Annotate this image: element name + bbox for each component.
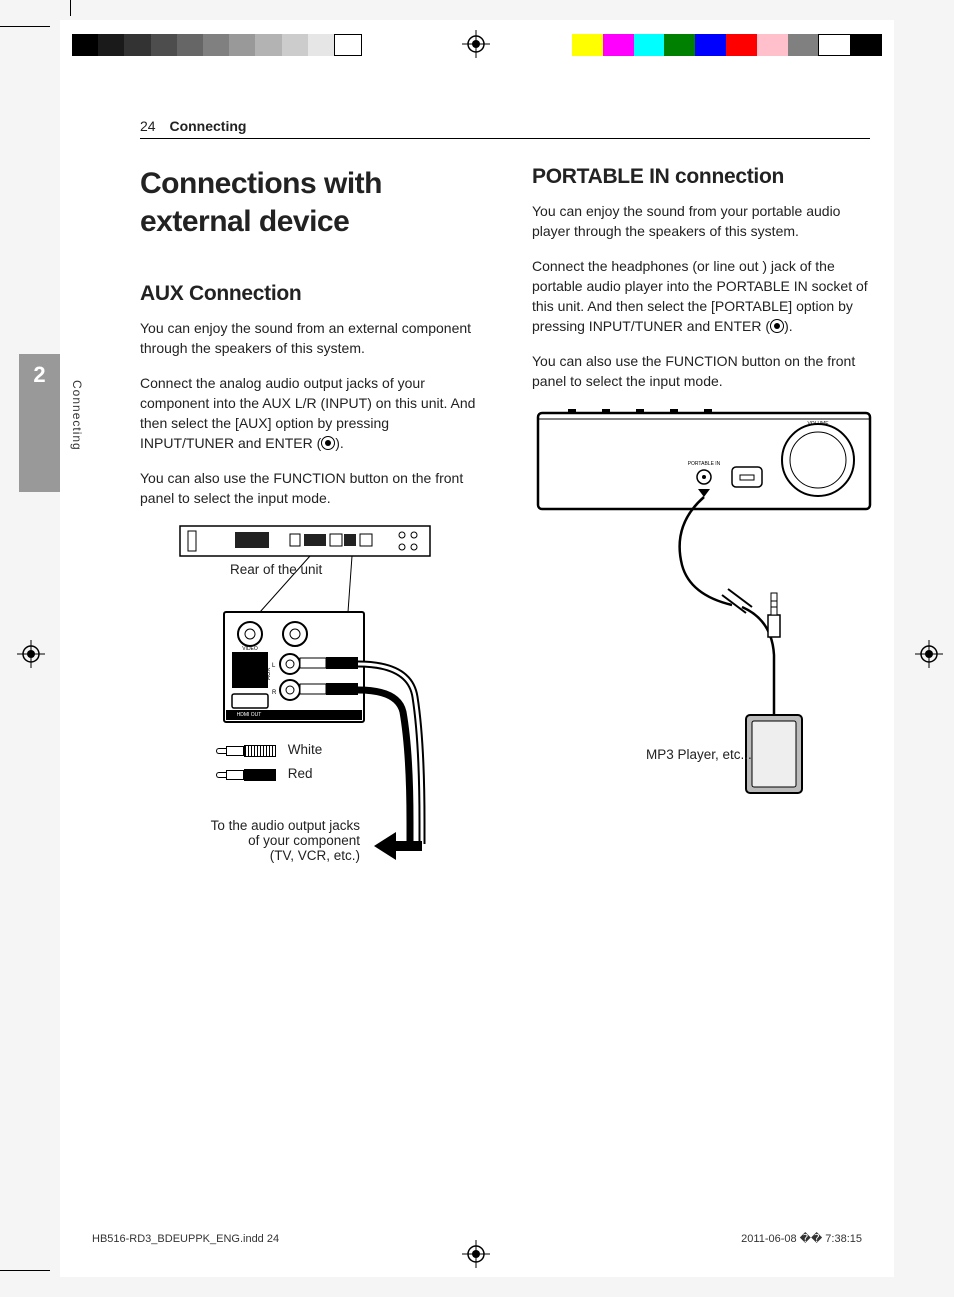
svg-text:AUX: AUX xyxy=(266,668,272,680)
portable-para-1: You can enjoy the sound from your portab… xyxy=(532,201,878,242)
aux-para-2: Connect the analog audio output jacks of… xyxy=(140,373,486,454)
portable-diagram: VOLUME PORTABLE IN xyxy=(532,405,878,805)
crop-mark xyxy=(0,1270,50,1271)
running-header: 24 Connecting xyxy=(140,118,870,139)
mp3-label: MP3 Player, etc... xyxy=(646,747,752,762)
svg-text:HDMI OUT: HDMI OUT xyxy=(237,712,262,718)
registration-mark-icon xyxy=(17,640,45,668)
header-section: Connecting xyxy=(169,118,246,134)
crop-mark xyxy=(0,26,50,27)
arrow-left-icon xyxy=(374,832,396,860)
footer-timestamp: 2011-06-08 �� 7:38:15 xyxy=(741,1232,862,1245)
registration-mark-icon xyxy=(462,30,490,58)
svg-text:VIDEO: VIDEO xyxy=(242,646,258,652)
svg-text:R: R xyxy=(272,690,277,696)
right-column: PORTABLE IN connection You can enjoy the… xyxy=(532,165,878,932)
svg-text:PORTABLE IN: PORTABLE IN xyxy=(688,461,721,467)
aux-para-1: You can enjoy the sound from an external… xyxy=(140,318,486,359)
aux-diagram-svg: VIDEO L R AUX HDMI OUT xyxy=(140,522,486,932)
enter-icon xyxy=(321,436,335,450)
crop-mark xyxy=(70,0,71,16)
chapter-tab: 2 xyxy=(19,354,60,492)
registration-mark-icon xyxy=(462,1240,490,1268)
chapter-number: 2 xyxy=(19,354,60,388)
white-label: White xyxy=(288,742,323,757)
rca-red-plug-icon xyxy=(216,769,276,781)
left-column: Connections with external device AUX Con… xyxy=(140,165,486,932)
footer-file: HB516-RD3_BDEUPPK_ENG.indd 24 xyxy=(92,1233,279,1245)
aux-para-3: You can also use the FUNCTION button on … xyxy=(140,468,486,509)
svg-text:VOLUME: VOLUME xyxy=(807,421,829,427)
portable-diagram-svg: VOLUME PORTABLE IN xyxy=(532,405,878,805)
aux-diagram: VIDEO L R AUX HDMI OUT xyxy=(140,522,486,932)
content-area: Connections with external device AUX Con… xyxy=(140,165,880,932)
portable-para-2: Connect the headphones (or line out ) ja… xyxy=(532,256,878,337)
enter-icon xyxy=(770,319,784,333)
aux-heading: AUX Connection xyxy=(140,282,486,306)
main-heading: Connections with external device xyxy=(140,165,486,240)
portable-heading: PORTABLE IN connection xyxy=(532,165,878,189)
rca-white-plug-icon xyxy=(216,745,276,757)
output-jacks-label: To the audio output jacks of your compon… xyxy=(180,818,360,863)
page: 24 Connecting 2 Connecting Connections w… xyxy=(60,20,894,1277)
page-number: 24 xyxy=(140,118,156,134)
chapter-label: Connecting xyxy=(66,380,84,451)
red-label: Red xyxy=(288,766,313,781)
portable-para-3: You can also use the FUNCTION button on … xyxy=(532,351,878,392)
rear-label: Rear of the unit xyxy=(230,562,322,577)
registration-mark-icon xyxy=(915,640,943,668)
